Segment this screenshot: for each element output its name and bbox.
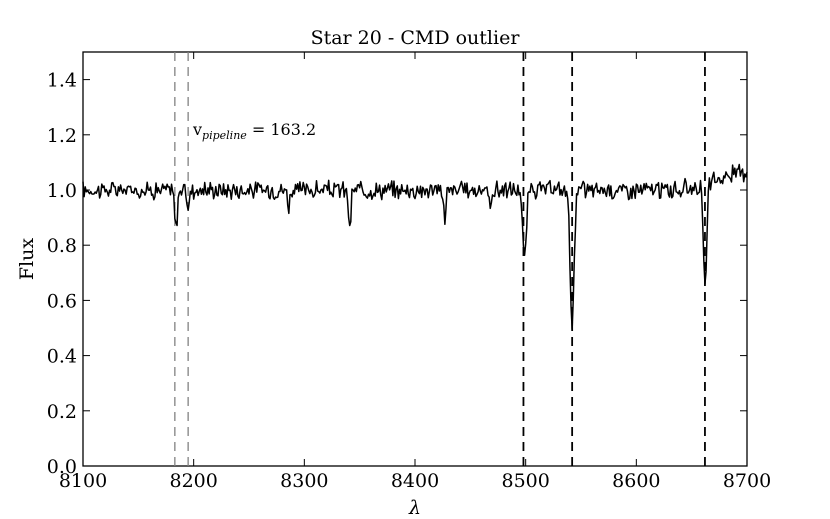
y-tick-label: 0.6 bbox=[47, 290, 77, 312]
annotation-base: v bbox=[192, 120, 202, 139]
y-tick-label: 0.8 bbox=[47, 235, 77, 257]
reference-lines bbox=[174, 52, 706, 466]
x-tick-label: 8700 bbox=[723, 470, 771, 492]
x-tick-label: 8100 bbox=[59, 470, 107, 492]
x-tick-label: 8600 bbox=[612, 470, 660, 492]
chart-title: Star 20 - CMD outlier bbox=[311, 27, 521, 49]
y-tick-label: 1.0 bbox=[47, 180, 77, 202]
plot-frame bbox=[82, 51, 748, 467]
y-axis: 0.0 0.2 0.4 0.6 0.8 1.0 1.2 1.4 bbox=[47, 70, 747, 478]
annotation-value: = 163.2 bbox=[247, 120, 316, 139]
series-layer bbox=[82, 163, 748, 330]
x-axis: 8100 8200 8300 8400 8500 8600 8700 bbox=[59, 52, 771, 492]
y-tick-label: 0.0 bbox=[47, 456, 77, 478]
velocity-annotation: vpipeline = 163.2 bbox=[192, 120, 316, 142]
y-tick-label: 0.4 bbox=[47, 346, 77, 368]
spectrum-line bbox=[82, 163, 748, 330]
annotation-subscript: pipeline bbox=[202, 129, 247, 142]
x-tick-label: 8200 bbox=[169, 470, 217, 492]
x-tick-label: 8400 bbox=[391, 470, 439, 492]
y-axis-label: Flux bbox=[16, 238, 38, 280]
x-axis-label: λ bbox=[408, 497, 421, 519]
x-tick-label: 8300 bbox=[280, 470, 328, 492]
x-tick-label: 8500 bbox=[501, 470, 549, 492]
y-tick-label: 0.2 bbox=[47, 401, 77, 423]
y-tick-label: 1.2 bbox=[47, 125, 77, 147]
y-tick-label: 1.4 bbox=[47, 70, 77, 92]
